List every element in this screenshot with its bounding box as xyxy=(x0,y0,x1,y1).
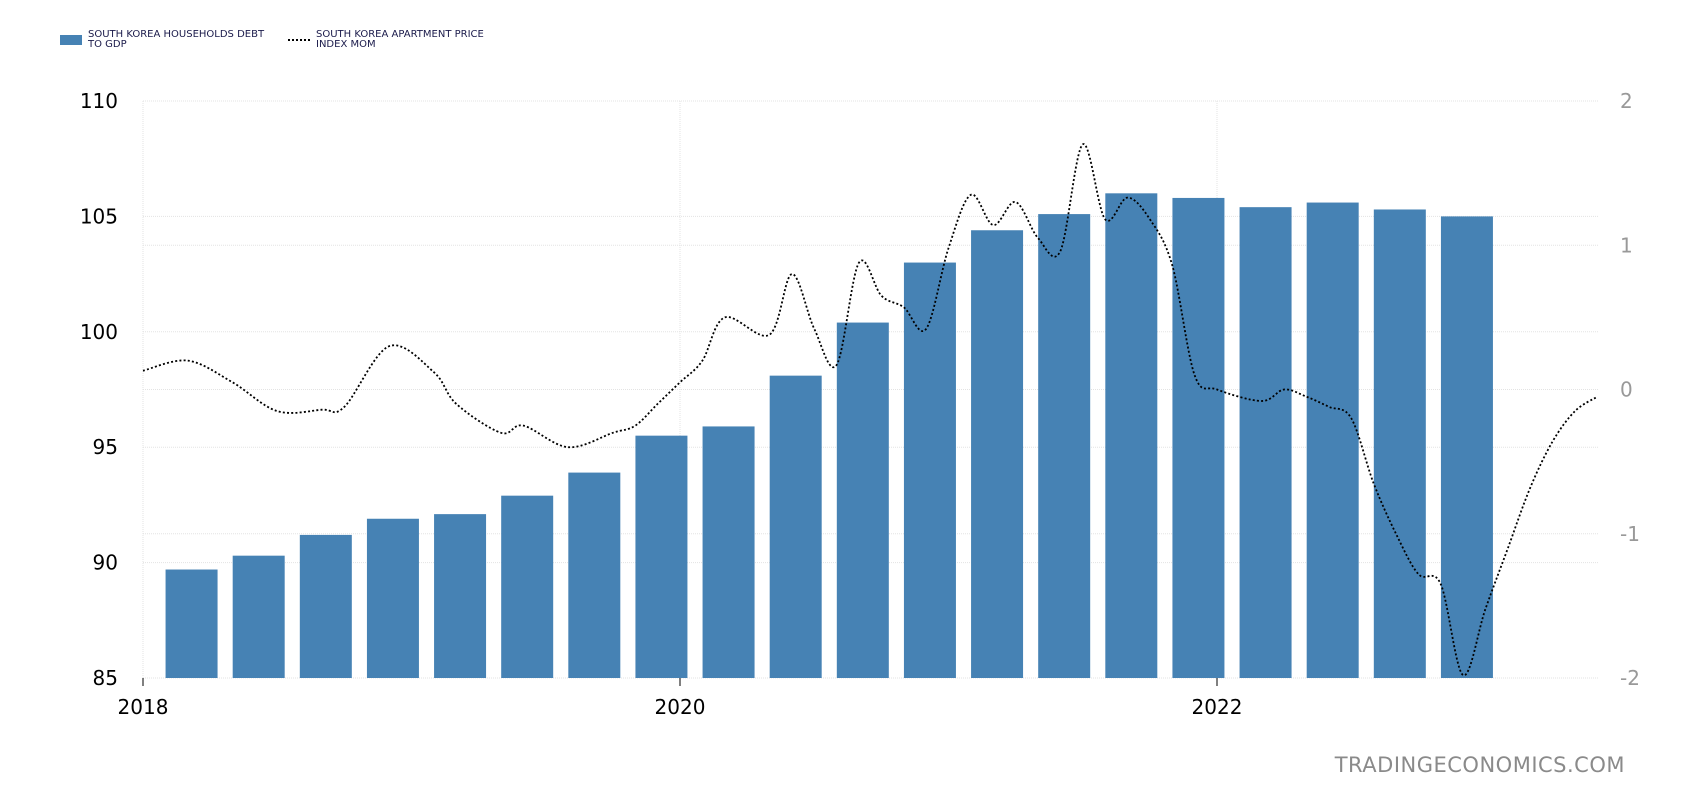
bar xyxy=(1038,214,1091,679)
bar xyxy=(635,435,688,678)
bar xyxy=(1105,193,1158,678)
bar-series xyxy=(165,193,1493,679)
bar xyxy=(1172,197,1225,678)
legend-label-price: SOUTH KOREA APARTMENT PRICE INDEX MOM xyxy=(316,29,484,50)
bar xyxy=(903,262,956,678)
legend-swatch-bar xyxy=(60,35,82,45)
x-axis: 2018 2020 2022 xyxy=(118,678,1243,719)
legend-item-debt: SOUTH KOREA HOUSEHOLDS DEBT TO GDP xyxy=(60,30,278,50)
legend-label-debt: SOUTH KOREA HOUSEHOLDS DEBT TO GDP xyxy=(88,29,265,50)
left-y-tick-label: 105 xyxy=(80,204,118,228)
bar xyxy=(1440,216,1493,678)
left-y-tick-label: 95 xyxy=(93,435,118,459)
right-y-tick-label: 1 xyxy=(1620,233,1633,257)
left-y-tick-label: 90 xyxy=(93,551,118,575)
right-y-tick-label: -2 xyxy=(1620,666,1640,690)
right-y-tick-label: 0 xyxy=(1620,378,1633,402)
bar xyxy=(836,322,889,678)
bar xyxy=(232,555,285,678)
left-y-tick-label: 110 xyxy=(80,89,118,113)
bar xyxy=(299,534,352,678)
bar xyxy=(165,569,218,678)
bar xyxy=(501,495,554,678)
legend: SOUTH KOREA HOUSEHOLDS DEBT TO GDP SOUTH… xyxy=(60,30,506,50)
bar xyxy=(769,375,822,678)
bar xyxy=(971,230,1024,679)
right-y-axis: -2 -1 0 1 2 xyxy=(1620,89,1640,690)
bar xyxy=(702,426,755,678)
left-y-axis: 85 90 95 100 105 110 xyxy=(80,89,118,690)
bar xyxy=(1373,209,1426,678)
x-tick-label: 2022 xyxy=(1192,695,1243,719)
left-y-tick-label: 85 xyxy=(93,666,118,690)
legend-swatch-line xyxy=(288,39,310,41)
x-tick-label: 2018 xyxy=(118,695,169,719)
watermark: TRADINGECONOMICS.COM xyxy=(1334,753,1625,777)
right-y-tick-label: 2 xyxy=(1620,89,1633,113)
bar xyxy=(1306,202,1359,678)
right-y-tick-label: -1 xyxy=(1620,522,1640,546)
legend-item-price: SOUTH KOREA APARTMENT PRICE INDEX MOM xyxy=(288,30,506,50)
bar xyxy=(1239,207,1292,678)
bar xyxy=(434,514,487,678)
left-y-tick-label: 100 xyxy=(80,320,118,344)
bar xyxy=(366,518,419,678)
x-tick-label: 2020 xyxy=(655,695,706,719)
bar xyxy=(568,472,621,678)
